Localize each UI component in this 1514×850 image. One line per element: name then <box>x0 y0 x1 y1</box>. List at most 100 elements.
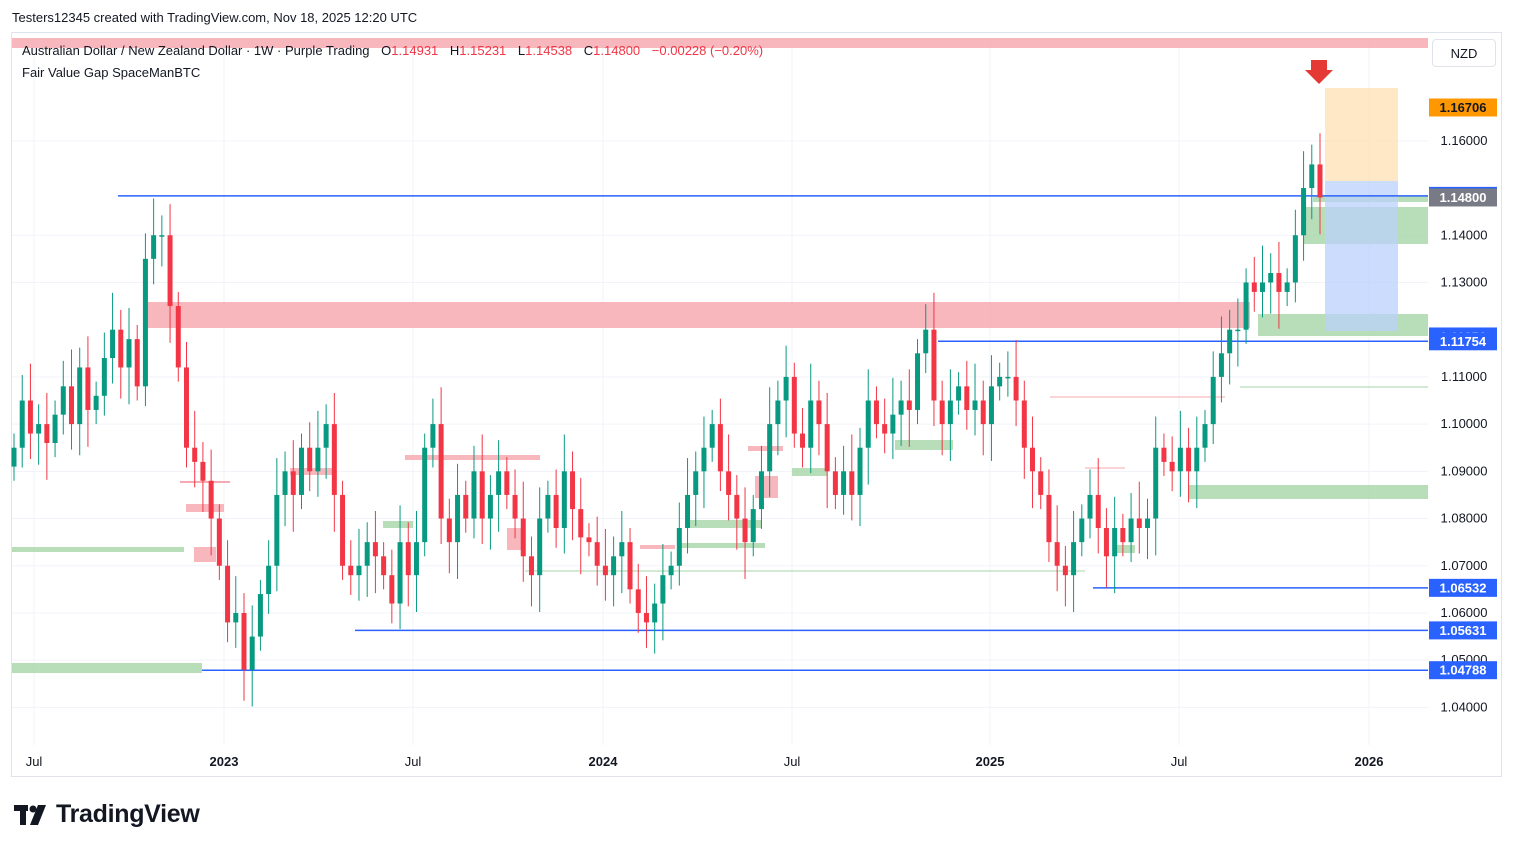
candle-body <box>742 518 748 543</box>
candle-body <box>816 400 822 425</box>
candle-body <box>594 542 600 566</box>
candle-body <box>233 612 239 623</box>
candle-body <box>561 471 567 528</box>
candle-body <box>1161 447 1167 462</box>
candle-body <box>282 471 288 495</box>
time-tick-label: 2025 <box>976 754 1005 769</box>
candle-body <box>997 376 1003 387</box>
change-value: −0.00228 (−0.20%) <box>651 43 764 58</box>
price-label-badge <box>1429 332 1497 351</box>
candle-body <box>906 400 912 410</box>
price-axis[interactable]: 1.040001.050001.060001.070001.080001.090… <box>1429 98 1497 714</box>
price-tick-label: 1.11000 <box>1441 369 1487 384</box>
price-label-text: 1.05631 <box>1440 623 1487 638</box>
candle-body <box>397 542 403 604</box>
candle-body <box>726 471 732 495</box>
price-tick-label: 1.06000 <box>1441 605 1488 620</box>
candle-body <box>110 329 116 359</box>
candle-body <box>652 603 658 623</box>
supply-zone <box>145 302 1250 328</box>
candle-body <box>767 424 773 472</box>
high-label: H <box>449 43 460 58</box>
candle-body <box>832 471 838 495</box>
candle-body <box>676 527 682 566</box>
candle-body <box>619 542 625 557</box>
candlesticks[interactable] <box>11 133 1323 707</box>
candle-body <box>274 494 280 566</box>
open-label: O <box>381 43 392 58</box>
candle-body <box>1317 164 1323 198</box>
top-band <box>12 38 1428 48</box>
candle-body <box>348 565 354 576</box>
candle-body <box>340 494 346 566</box>
arrow-down-icon <box>1305 60 1333 84</box>
candle-body <box>77 367 83 425</box>
candle-body <box>455 494 461 543</box>
candle-body <box>865 400 871 448</box>
price-label-text: 1.11754 <box>1440 334 1487 349</box>
tv-logo-icon <box>14 804 46 825</box>
candle-body <box>717 424 723 472</box>
candle-body <box>520 518 526 557</box>
fvg-bull-7 <box>895 440 953 450</box>
price-label-text: 1.14800 <box>1440 190 1487 205</box>
candle-body <box>570 471 576 510</box>
symbol-legend[interactable]: Australian Dollar / New Zealand Dollar ·… <box>22 43 763 58</box>
logo-wordmark: TradingView <box>56 800 200 828</box>
price-tick-label: 1.16000 <box>1441 133 1488 148</box>
candle-body <box>364 542 370 566</box>
close-value: 1.14800 <box>593 43 641 58</box>
currency-button[interactable]: NZD <box>1432 39 1496 67</box>
candle-body <box>545 494 551 519</box>
price-label-text: 1.06532 <box>1440 580 1487 595</box>
candle-body <box>734 494 740 519</box>
candle-body <box>1243 282 1249 330</box>
candle-body <box>873 400 879 425</box>
candle-body <box>668 565 674 576</box>
time-tick-label: Jul <box>1171 754 1188 769</box>
candle-body <box>1079 518 1085 543</box>
candle-body <box>915 353 921 410</box>
candle-body <box>68 386 74 425</box>
candle-body <box>586 537 592 543</box>
candle-body <box>1194 447 1200 472</box>
candle-body <box>750 509 756 543</box>
short-position-tool[interactable] <box>1305 60 1398 331</box>
candle-body <box>479 471 485 519</box>
candle-body <box>167 235 173 307</box>
fvg-bull-12 <box>1113 545 1135 553</box>
candle-body <box>800 433 806 448</box>
fvg-bear-3 <box>290 468 334 475</box>
candle-body <box>1005 376 1011 379</box>
candle-body <box>159 235 165 237</box>
candle-body <box>808 400 814 448</box>
open-value: 1.14931 <box>391 43 439 58</box>
candle-body <box>257 594 263 637</box>
candle-body <box>1013 376 1019 401</box>
high-value: 1.15231 <box>459 43 507 58</box>
fvg-bull-2 <box>12 547 184 552</box>
fvg-bull-3 <box>1188 485 1428 499</box>
candle-body <box>290 471 296 495</box>
fvg-bear-2 <box>194 547 216 562</box>
candle-body <box>947 400 953 425</box>
price-label-badge <box>1429 188 1497 207</box>
candle-body <box>824 424 830 472</box>
target-zone <box>1325 181 1398 331</box>
candle-body <box>1210 376 1216 425</box>
candle-body <box>1309 164 1315 189</box>
price-tick-label: 1.04000 <box>1441 699 1488 714</box>
tradingview-logo: TradingView <box>14 800 200 829</box>
candle-body <box>1054 542 1060 566</box>
candle-body <box>446 518 452 543</box>
candle-body <box>134 339 140 387</box>
candle-body <box>1169 461 1175 472</box>
candle-body <box>307 447 313 472</box>
chart-frame[interactable] <box>11 32 1502 777</box>
candle-body <box>36 424 42 434</box>
time-axis[interactable]: Jul 2023 Jul 2024 Jul 2025 Jul 2026 <box>26 754 1384 769</box>
candle-body <box>1268 273 1274 283</box>
indicator-title[interactable]: Fair Value Gap SpaceManBTC <box>22 65 201 80</box>
candle-body <box>1227 329 1233 354</box>
